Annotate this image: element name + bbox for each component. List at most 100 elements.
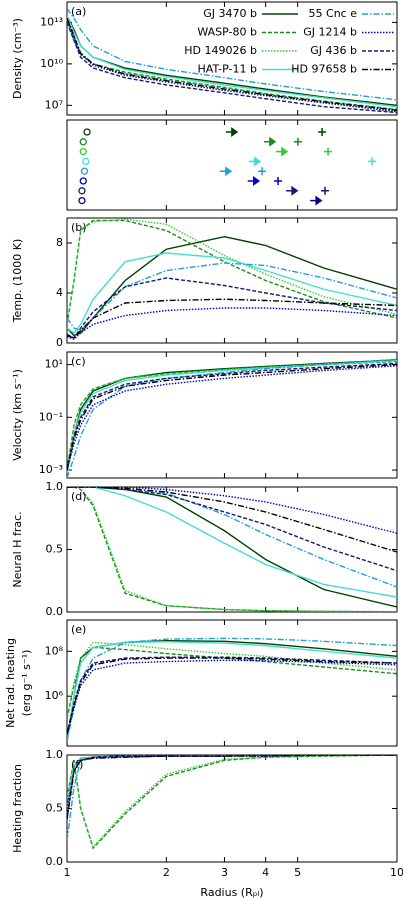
- y-tick-label: 10¹³: [40, 15, 63, 28]
- circle-marker: [79, 177, 87, 185]
- series-line: [67, 487, 397, 612]
- series-line: [67, 218, 397, 325]
- y-axis-label: Temp. (1000 K): [11, 239, 24, 324]
- plot-frame: [66, 619, 398, 747]
- y-axis-label: Neural H frac.: [11, 511, 24, 587]
- series-line: [67, 298, 397, 339]
- series-line: [67, 360, 397, 473]
- series-line: [67, 657, 397, 735]
- cross-marker: [293, 137, 302, 146]
- series-line: [67, 365, 397, 471]
- plot-frame: [66, 119, 398, 211]
- series-line: [67, 22, 397, 114]
- circle-marker: [79, 147, 87, 156]
- arrow-marker: [310, 195, 323, 206]
- legend-label: HAT-P-11 b: [198, 63, 257, 76]
- series-line: [67, 15, 397, 108]
- plot-frame: [66, 486, 398, 613]
- legend-label: 55 Cnc e: [309, 7, 358, 20]
- x-axis-label: Radius (Rₚₗ): [200, 886, 263, 899]
- y-axis-label: Heating fraction: [11, 764, 24, 853]
- y-tick-label: 1.0: [46, 748, 64, 761]
- cross-marker: [320, 186, 329, 195]
- plot-frame: [66, 1, 398, 116]
- x-tick-label: 4: [262, 866, 269, 879]
- series-line: [67, 755, 397, 849]
- series-line: [67, 487, 397, 612]
- circle-marker: [83, 128, 91, 136]
- plot-frame: [66, 217, 398, 344]
- panel-label: (d): [71, 490, 87, 503]
- series-line: [67, 236, 397, 337]
- panel-label: (e): [71, 623, 86, 636]
- circle-marker: [82, 157, 90, 166]
- series-line: [67, 755, 397, 809]
- series-line: [67, 360, 397, 471]
- legend-label: GJ 3470 b: [203, 7, 257, 20]
- series-line: [67, 487, 397, 572]
- series-line: [67, 277, 397, 339]
- y-tick-label: 8: [56, 236, 63, 249]
- y-tick-label: 10⁶: [45, 689, 64, 702]
- cross-marker: [368, 157, 377, 166]
- arrow-marker: [248, 156, 262, 167]
- legend-label: HD 97658 b: [291, 63, 357, 76]
- series-line: [67, 307, 397, 341]
- series-line: [67, 637, 397, 742]
- series-line: [67, 359, 397, 471]
- x-tick-label: 5: [294, 866, 301, 879]
- series-line: [67, 659, 397, 735]
- y-axis-label: Density (cm⁻³): [11, 18, 24, 99]
- arrow-marker: [247, 176, 261, 186]
- y-tick-label: 0.5: [46, 802, 64, 815]
- legend-label: HD 149026 b: [184, 44, 257, 57]
- y-tick-label: 1.0: [46, 480, 64, 493]
- series-line: [67, 640, 397, 742]
- y-tick-label: 10¹⁰: [40, 57, 63, 70]
- panel-label: (f): [71, 758, 83, 771]
- panel-label: (a): [71, 5, 86, 18]
- y-tick-label: 10⁸: [45, 644, 64, 657]
- series-line: [67, 358, 397, 478]
- series-line: [67, 487, 397, 588]
- arrow-marker: [286, 185, 299, 196]
- y-tick-label: 0: [56, 336, 63, 349]
- series-line: [67, 755, 397, 850]
- cross-marker: [324, 147, 333, 156]
- series-line: [67, 755, 397, 809]
- circle-marker: [78, 187, 86, 195]
- plot-frame: [66, 754, 398, 863]
- y-tick-label: 10¹: [45, 358, 63, 371]
- cross-marker: [318, 128, 327, 136]
- series-line: [67, 755, 397, 820]
- series-line: [67, 641, 397, 719]
- arrow-marker: [219, 166, 233, 177]
- series-line: [67, 17, 397, 111]
- panel-label: (b): [71, 221, 87, 234]
- cross-marker: [274, 177, 283, 185]
- y-tick-label: 0.0: [46, 605, 64, 618]
- x-tick-label: 1: [64, 866, 71, 879]
- y-axis-label: (erg g⁻¹ s⁻¹): [20, 650, 33, 717]
- cross-marker: [258, 167, 267, 176]
- circle-marker: [79, 138, 87, 146]
- circle-marker: [78, 196, 86, 205]
- y-tick-label: 0.5: [46, 543, 64, 556]
- series-line: [67, 262, 397, 332]
- y-tick-label: 4: [56, 286, 63, 299]
- y-axis-label: Net rad. heating: [4, 638, 17, 728]
- series-line: [67, 646, 397, 719]
- series-line: [67, 755, 397, 820]
- series-line: [67, 639, 397, 742]
- y-tick-label: 10⁷: [45, 98, 63, 111]
- series-line: [67, 755, 397, 809]
- circle-marker: [80, 167, 89, 175]
- y-tick-label: 10⁻¹: [39, 410, 63, 423]
- series-line: [67, 487, 397, 534]
- y-tick-label: 10⁻³: [39, 463, 63, 476]
- y-tick-label: 0.0: [46, 855, 64, 868]
- panel-label: (c): [71, 355, 86, 368]
- y-axis-label: Velocity (km s⁻¹): [11, 369, 24, 461]
- series-line: [67, 363, 397, 471]
